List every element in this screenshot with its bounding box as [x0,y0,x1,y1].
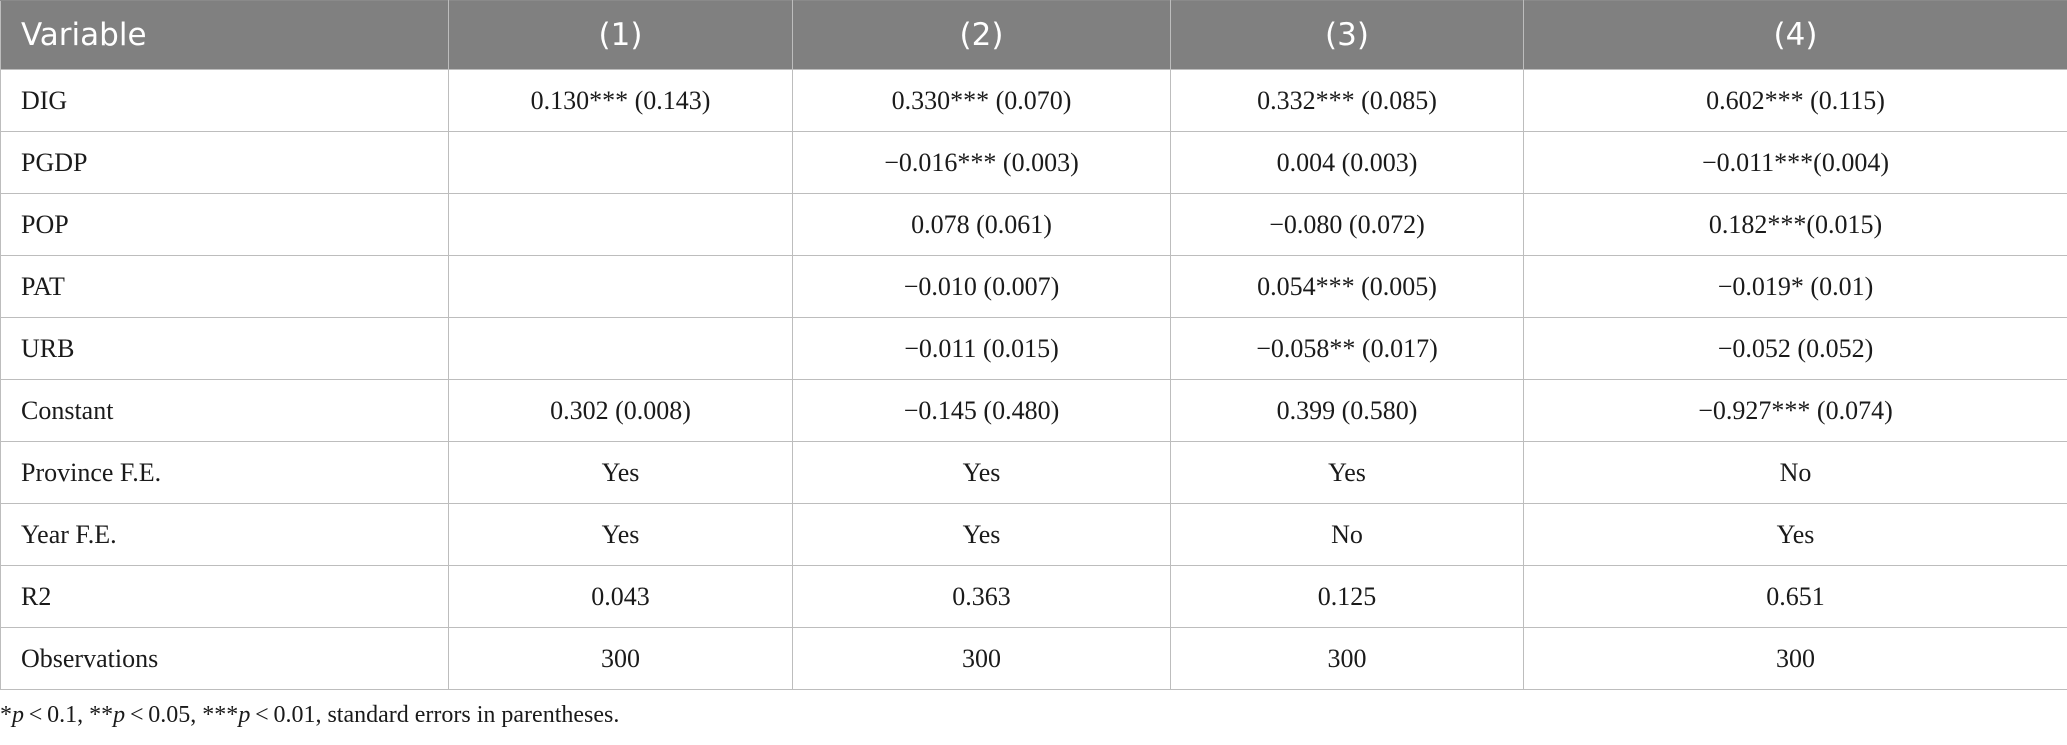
row-label: Observations [0,627,449,690]
footnote-p-symbol: p [113,702,126,728]
table-cell: 0.182***(0.015) [1523,193,2067,256]
table-row: PGDP −0.016*** (0.003) 0.004 (0.003) −0.… [0,131,2067,194]
table-row: Observations 300 300 300 300 [0,627,2067,690]
header-model-2: (2) [792,0,1171,70]
table-cell: −0.145 (0.480) [792,379,1171,442]
table-cell: 0.399 (0.580) [1170,379,1524,442]
table-cell: 0.651 [1523,565,2067,628]
footnote-p-symbol: p [238,702,251,728]
row-label: PGDP [0,131,449,194]
row-label: R2 [0,565,449,628]
footnote-text: < 0.05, *** [125,702,239,728]
table-cell: 0.078 (0.061) [792,193,1171,256]
table-cell: Yes [1523,503,2067,566]
table-cell: 300 [792,627,1171,690]
footnote-p-symbol: p [12,702,24,728]
table-cell: 0.363 [792,565,1171,628]
table-cell [448,193,793,256]
table-row: Year F.E. Yes Yes No Yes [0,503,2067,566]
table-cell: −0.019* (0.01) [1523,255,2067,318]
table-row: R2 0.043 0.363 0.125 0.651 [0,565,2067,628]
regression-table: Variable (1) (2) (3) (4) DIG 0.130*** (0… [0,0,2067,690]
table-cell: Yes [792,503,1171,566]
table-cell: −0.080 (0.072) [1170,193,1524,256]
table-cell: 0.054*** (0.005) [1170,255,1524,318]
table-cell [448,131,793,194]
row-label: DIG [0,69,449,132]
table-row: PAT −0.010 (0.007) 0.054*** (0.005) −0.0… [0,255,2067,318]
table-cell: −0.058** (0.017) [1170,317,1524,380]
table-row: Constant 0.302 (0.008) −0.145 (0.480) 0.… [0,379,2067,442]
row-label: POP [0,193,449,256]
row-label: URB [0,317,449,380]
table-cell: −0.011 (0.015) [792,317,1171,380]
table-cell: 300 [1523,627,2067,690]
table-row: DIG 0.130*** (0.143) 0.330*** (0.070) 0.… [0,69,2067,132]
table-cell: 0.130*** (0.143) [448,69,793,132]
header-row: Variable (1) (2) (3) (4) [0,0,2067,70]
header-model-1: (1) [448,0,793,70]
regression-table-container: Variable (1) (2) (3) (4) DIG 0.130*** (0… [0,0,2067,690]
table-cell: Yes [1170,441,1524,504]
table-cell: −0.052 (0.052) [1523,317,2067,380]
table-cell: No [1170,503,1524,566]
table-footnote: *p < 0.1, **p < 0.05, ***p < 0.01, stand… [0,702,619,729]
row-label: PAT [0,255,449,318]
table-cell: 0.602*** (0.115) [1523,69,2067,132]
table-cell: Yes [448,503,793,566]
table-header: Variable (1) (2) (3) (4) [0,0,2067,70]
table-cell: 0.043 [448,565,793,628]
table-cell [448,255,793,318]
table-cell: Yes [792,441,1171,504]
row-label: Province F.E. [0,441,449,504]
table-cell: 0.330*** (0.070) [792,69,1171,132]
table-row: URB −0.011 (0.015) −0.058** (0.017) −0.0… [0,317,2067,380]
table-cell: −0.927*** (0.074) [1523,379,2067,442]
table-cell: −0.010 (0.007) [792,255,1171,318]
table-cell [448,317,793,380]
header-model-4: (4) [1523,0,2067,70]
table-cell: −0.011***(0.004) [1523,131,2067,194]
table-body: DIG 0.130*** (0.143) 0.330*** (0.070) 0.… [0,69,2067,690]
table-cell: No [1523,441,2067,504]
row-label: Year F.E. [0,503,449,566]
table-cell: 0.004 (0.003) [1170,131,1524,194]
header-model-3: (3) [1170,0,1524,70]
header-variable: Variable [0,0,449,70]
row-label: Constant [0,379,449,442]
table-row: Province F.E. Yes Yes Yes No [0,441,2067,504]
table-cell: 300 [448,627,793,690]
table-cell: 0.302 (0.008) [448,379,793,442]
table-cell: 0.332*** (0.085) [1170,69,1524,132]
footnote-prefix: * [0,702,12,728]
table-cell: 300 [1170,627,1524,690]
table-row: POP 0.078 (0.061) −0.080 (0.072) 0.182**… [0,193,2067,256]
footnote-text: < 0.01, standard errors in parentheses. [250,702,620,728]
footnote-text: < 0.1, ** [24,702,114,728]
table-cell: 0.125 [1170,565,1524,628]
table-cell: Yes [448,441,793,504]
table-cell: −0.016*** (0.003) [792,131,1171,194]
